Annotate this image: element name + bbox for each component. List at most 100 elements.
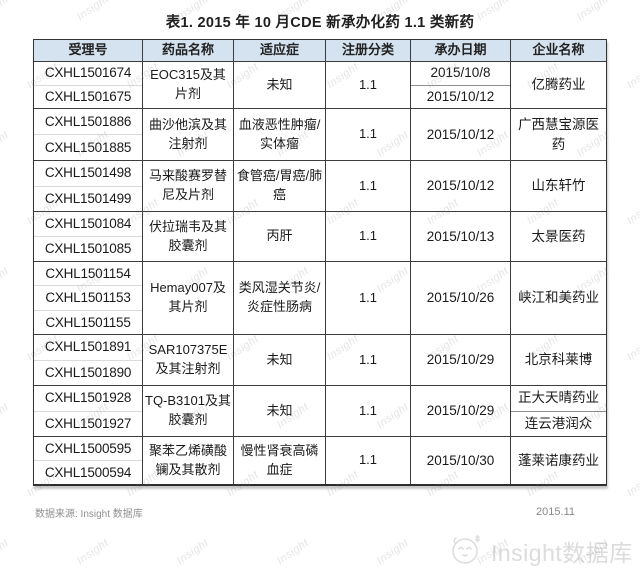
company-cell: 太景医药: [531, 228, 586, 244]
table-row: CXHL1501891 CXHL1501890 SAR107375E及其注射剂 …: [34, 335, 606, 386]
date-cell: 2015/10/13: [411, 212, 511, 261]
indication-cell: 慢性肾衰高磷血症: [234, 437, 326, 484]
watermark-text: Insight: [624, 468, 640, 500]
category-cell: 1.1: [326, 437, 411, 484]
header-acceptance-number: 受理号: [34, 40, 143, 61]
watermark-text: Insight: [274, 536, 312, 568]
indication-cell: 未知: [234, 62, 326, 108]
drug-name-cell: EOC315及其片剂: [143, 62, 234, 108]
acceptance-number: CXHL1501927: [34, 410, 142, 437]
acceptance-number: CXHL1501154: [45, 265, 131, 281]
acceptance-number-cell: CXHL1501674 CXHL1501675: [34, 62, 143, 108]
indication-cell: 食管癌/胃癌/肺癌: [234, 161, 326, 211]
company-cell: 广西慧宝源医药: [518, 116, 599, 152]
table-header-row: 受理号 药品名称 适应症 注册分类 承办日期 企业名称: [34, 40, 606, 62]
acceptance-number-cell: CXHL1501891 CXHL1501890: [34, 335, 143, 385]
company-name: 正大天晴药业: [518, 390, 599, 406]
insight-face-icon: [449, 529, 485, 572]
date-cell: 2015/10/12: [411, 109, 511, 160]
acceptance-number: CXHL1500595: [44, 440, 132, 456]
acceptance-number-cell: CXHL1501928 CXHL1501927: [34, 386, 143, 436]
company-cell: 山东轩竹: [531, 178, 586, 194]
date-cell: 2015/10/29: [411, 335, 511, 385]
watermark-text: Insight: [624, 60, 640, 92]
company-cell: 峡江和美药业: [518, 290, 599, 306]
indication-cell: 丙肝: [234, 212, 326, 261]
header-company-name: 企业名称: [532, 42, 585, 58]
acceptance-number-cell: CXHL1501154 CXHL1501153 CXHL1501155: [34, 262, 143, 334]
acceptance-number: CXHL1501891: [44, 339, 132, 355]
acceptance-number-cell: CXHL1501886 CXHL1501885: [34, 109, 143, 160]
data-table: 受理号 药品名称 适应症 注册分类 承办日期 企业名称 CXHL1501674 …: [33, 39, 607, 486]
watermark-text: Insight: [0, 128, 12, 160]
watermark-text: Insight: [624, 196, 640, 228]
acceptance-number: CXHL1501886: [44, 113, 132, 129]
watermark-text: Insight: [0, 536, 12, 568]
indication-cell: 未知: [234, 386, 326, 436]
company-cell: 正大天晴药业 连云港润众: [511, 386, 606, 436]
date-cell: 2015/10/8 2015/10/12: [411, 62, 511, 108]
acceptance-date: 2015/10/12: [411, 84, 510, 109]
drug-name-cell: 伏拉瑞韦及其胶囊剂: [143, 212, 234, 261]
insight-logo: Insight数据库: [449, 529, 633, 572]
acceptance-number: CXHL1501890: [34, 359, 142, 386]
watermark-text: Insight: [624, 332, 640, 364]
watermark-text: Insight: [0, 264, 12, 296]
category-cell: 1.1: [326, 386, 411, 436]
data-source-note: 数据来源: Insight 数据库: [35, 509, 143, 520]
table-row: CXHL1501498 CXHL1501499 马来酸赛罗替尼及片剂 食管癌/胃…: [34, 161, 606, 212]
category-cell: 1.1: [326, 161, 411, 211]
drug-name-cell: SAR107375E及其注射剂: [143, 335, 234, 385]
company-cell: 亿腾药业: [531, 77, 586, 93]
company-cell: 北京科莱博: [524, 352, 593, 368]
category-cell: 1.1: [326, 262, 411, 334]
drug-name-cell: 曲沙他滨及其注射剂: [143, 109, 234, 160]
indication-cell: 未知: [234, 335, 326, 385]
category-cell: 1.1: [326, 62, 411, 108]
table-row: CXHL1501886 CXHL1501885 曲沙他滨及其注射剂 血液恶性肿瘤…: [34, 109, 606, 161]
insight-logo-text: Insight数据库: [491, 539, 633, 566]
acceptance-number-cell: CXHL1501498 CXHL1501499: [34, 161, 143, 211]
table-row: CXHL1501928 CXHL1501927 TQ-B3101及其胶囊剂 未知…: [34, 386, 606, 437]
acceptance-number: CXHL1501675: [34, 84, 142, 109]
publication-date: 2015.11: [536, 506, 575, 518]
category-cell: 1.1: [326, 335, 411, 385]
company-name: 连云港润众: [511, 410, 606, 437]
watermark-text: Insight: [174, 536, 212, 568]
table-row: CXHL1501674 CXHL1501675 EOC315及其片剂 未知 1.…: [34, 62, 606, 109]
drug-name-cell: 马来酸赛罗替尼及片剂: [143, 161, 234, 211]
header-registration-category: 注册分类: [326, 40, 411, 61]
drug-name-cell: Hemay007及其片剂: [143, 262, 234, 334]
acceptance-number: CXHL1500594: [34, 460, 142, 484]
date-cell: 2015/10/12: [411, 161, 511, 211]
date-cell: 2015/10/29: [411, 386, 511, 436]
date-cell: 2015/10/26: [411, 262, 511, 334]
category-cell: 1.1: [326, 109, 411, 160]
acceptance-number: CXHL1501885: [34, 134, 142, 160]
drug-name-cell: TQ-B3101及其胶囊剂: [143, 386, 234, 436]
watermark-text: Insight: [74, 536, 112, 568]
acceptance-date: 2015/10/8: [430, 65, 491, 81]
acceptance-number-cell: CXHL1501084 CXHL1501085: [34, 212, 143, 261]
acceptance-number: CXHL1501084: [44, 216, 132, 232]
acceptance-number-cell: CXHL1500595 CXHL1500594: [34, 437, 143, 484]
category-cell: 1.1: [326, 212, 411, 261]
header-drug-name: 药品名称: [143, 40, 234, 61]
indication-cell: 血液恶性肿瘤/实体瘤: [234, 109, 326, 160]
table-row: CXHL1501154 CXHL1501153 CXHL1501155 Hema…: [34, 262, 606, 335]
watermark-text: Insight: [0, 400, 12, 432]
company-cell: 蓬莱诺康药业: [518, 452, 599, 468]
table-row: CXHL1501084 CXHL1501085 伏拉瑞韦及其胶囊剂 丙肝 1.1…: [34, 212, 606, 262]
acceptance-number: CXHL1501928: [44, 390, 132, 406]
acceptance-number: CXHL1501155: [34, 309, 142, 334]
acceptance-number: CXHL1501085: [34, 236, 142, 261]
acceptance-number: CXHL1501498: [44, 165, 132, 181]
indication-cell: 类风湿关节炎/炎症性肠病: [234, 262, 326, 334]
header-acceptance-date: 承办日期: [411, 40, 511, 61]
table-row: CXHL1500595 CXHL1500594 聚苯乙烯磺酸镧及其散剂 慢性肾衰…: [34, 437, 606, 484]
acceptance-number: CXHL1501674: [44, 65, 132, 81]
header-indication: 适应症: [234, 40, 326, 61]
acceptance-number: CXHL1501153: [34, 285, 142, 309]
table-title: 表1. 2015 年 10 月CDE 新承办化药 1.1 类新药: [165, 15, 475, 31]
